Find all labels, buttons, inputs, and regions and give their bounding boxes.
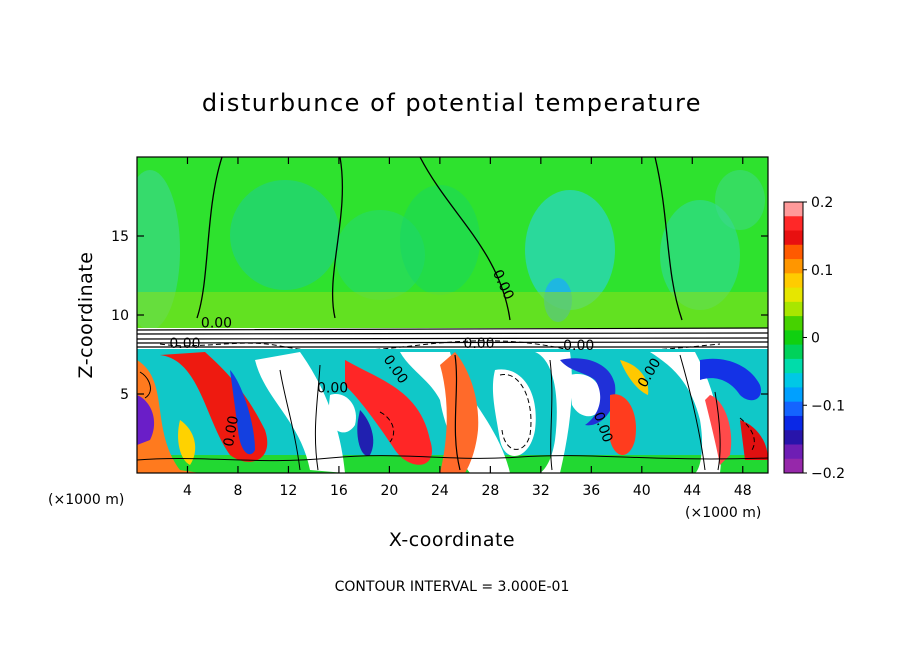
colorbar-tick-label: 0 [811, 331, 820, 347]
contour-line [139, 371, 151, 399]
contour-label: 0.00 [563, 338, 594, 354]
colorbar-swatch [784, 344, 803, 360]
field-patch [328, 394, 356, 433]
field-patch [610, 394, 636, 455]
contour-interval-note: CONTOUR INTERVAL = 3.000E-01 [335, 579, 570, 595]
field-patch [335, 210, 425, 300]
contour-line [679, 354, 721, 471]
x-tick-label: 4 [183, 483, 192, 499]
x-tick-label: 40 [633, 483, 651, 499]
field-patch [230, 370, 255, 455]
colorbar: 0.2 0.1 0 −0.1 −0.2 [783, 195, 845, 482]
field-patch [178, 420, 196, 465]
y-axis-label: Z-coordinate [75, 252, 97, 379]
field-patch [705, 395, 732, 465]
contour-line [137, 327, 768, 348]
field-patch [137, 395, 155, 445]
contour-line [419, 157, 511, 321]
field-patch [535, 352, 572, 473]
contour-line [654, 157, 683, 321]
field-patch [650, 352, 722, 473]
x-axis: 4 8 12 16 20 24 28 32 36 40 44 48 [183, 157, 752, 499]
boundary-layer [137, 349, 768, 473]
colorbar-tick-label: 0.2 [811, 195, 833, 211]
contour-line [379, 411, 395, 443]
contour-label: 0.00 [221, 414, 242, 447]
colorbar-swatch [784, 301, 803, 317]
field-band [137, 292, 768, 328]
field-patch [715, 170, 765, 230]
x-axis-label: X-coordinate [389, 529, 515, 551]
x-tick-label: 44 [683, 483, 701, 499]
field-patch [570, 374, 603, 417]
field-patch [560, 358, 616, 426]
colorbar-swatch [784, 373, 803, 388]
y-tick-label: 5 [120, 387, 129, 403]
colorbar-swatch [784, 401, 803, 417]
field-patch [440, 352, 479, 473]
field-patch [660, 200, 740, 310]
contour-line [279, 364, 321, 471]
colorbar-swatch [784, 244, 803, 260]
colorbar-swatch [784, 230, 803, 246]
x-tick-label: 32 [532, 483, 550, 499]
contour-line [499, 374, 532, 450]
colorbar-swatch [784, 287, 803, 303]
y-axis: 5 10 15 [111, 229, 768, 403]
contour-line [137, 455, 768, 462]
colorbar-tick-label: −0.1 [811, 398, 845, 414]
contour-line [739, 417, 755, 451]
colorbar-swatch [784, 458, 803, 474]
y-axis-unit: (×1000 m) [48, 492, 124, 508]
contour-label: 0.00 [463, 336, 494, 352]
x-tick-label: 12 [280, 483, 298, 499]
colorbar-swatch [784, 273, 803, 289]
x-tick-label: 20 [380, 483, 398, 499]
x-axis-unit: (×1000 m) [685, 505, 761, 521]
x-tick-label: 16 [330, 483, 348, 499]
chart-title: disturbunce of potential temperature [202, 89, 702, 117]
colorbar-swatch [784, 202, 803, 217]
contour-label: 0.00 [169, 336, 200, 352]
colorbar-swatch [784, 259, 803, 274]
field-patch [357, 410, 374, 456]
x-tick-label: 36 [582, 483, 600, 499]
field-patch [525, 190, 615, 310]
field-patch [700, 358, 761, 401]
field-patch [137, 170, 180, 330]
colorbar-swatch [784, 216, 803, 232]
contour-line [196, 157, 344, 319]
colorbar-tick-label: −0.2 [811, 466, 845, 482]
contour-line [549, 359, 553, 471]
field-patch [400, 185, 480, 295]
x-tick-label: 24 [431, 483, 449, 499]
colorbar-swatch [784, 330, 803, 346]
field-patch [230, 180, 340, 290]
colorbar-swatch [784, 358, 803, 374]
field-patch [620, 360, 649, 395]
field-patch [255, 352, 345, 473]
colorbar-swatch [784, 415, 803, 431]
colorbar-swatch [784, 316, 803, 331]
field-patch [345, 360, 432, 465]
colorbar-tick-label: 0.1 [811, 263, 833, 279]
colorbar-swatch [784, 387, 803, 403]
colorbar-swatch [784, 444, 803, 460]
x-tick-label: 48 [734, 483, 752, 499]
x-tick-label: 8 [233, 483, 242, 499]
plot-area [137, 157, 768, 473]
x-tick-label: 28 [481, 483, 499, 499]
contour-label: 0.00 [317, 380, 348, 396]
colorbar-swatch [784, 430, 803, 445]
y-tick-label: 10 [111, 308, 129, 324]
field-patch [137, 360, 200, 473]
y-tick-label: 15 [111, 229, 129, 245]
contour-line [454, 354, 461, 471]
contour-label: 0.00 [201, 316, 232, 332]
